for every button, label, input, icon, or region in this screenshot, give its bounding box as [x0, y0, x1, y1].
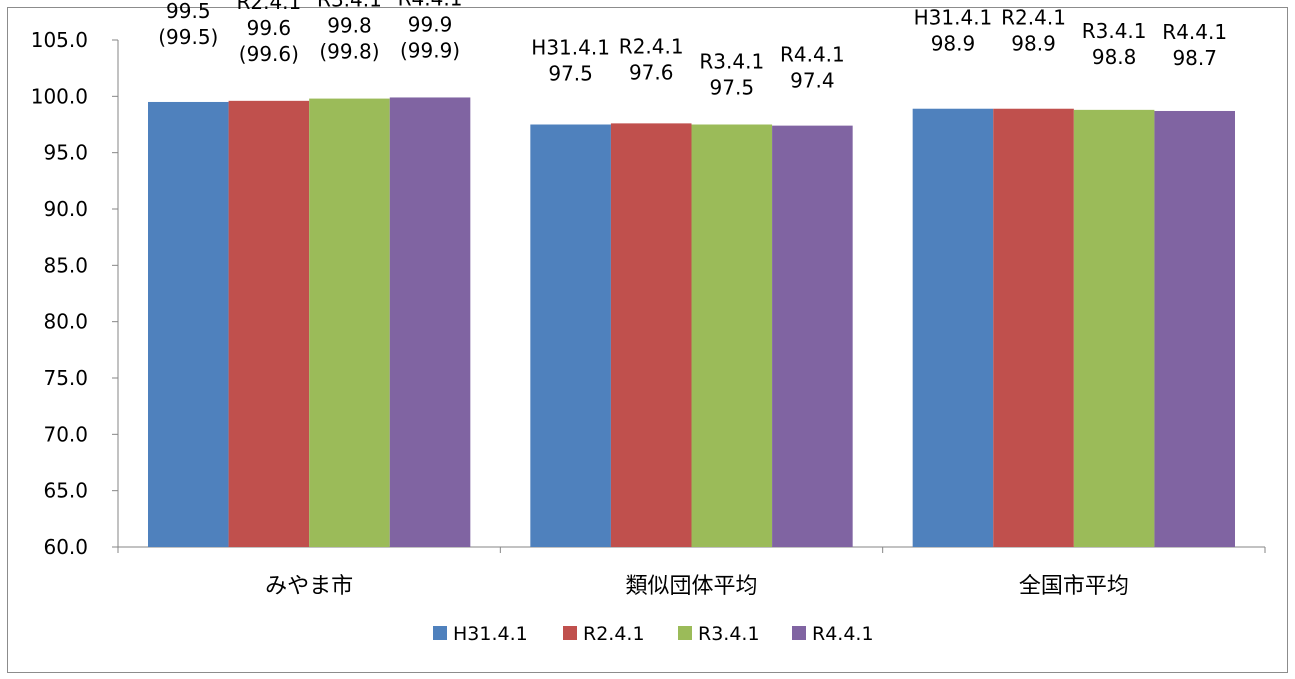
legend-label: R3.4.1 [698, 623, 760, 645]
data-label: R3.4.1 [699, 50, 764, 74]
data-label: 99.6 [247, 16, 292, 40]
data-label: (99.5) [158, 25, 218, 49]
y-tick-label: 80.0 [43, 310, 88, 334]
legend-label: R2.4.1 [583, 623, 645, 645]
y-tick-label: 100.0 [31, 84, 88, 108]
data-label: R2.4.1 [1001, 6, 1066, 30]
bar [993, 108, 1074, 547]
data-label: R4.4.1 [780, 43, 845, 67]
bar [772, 125, 853, 548]
data-label: (99.8) [319, 40, 379, 64]
bar [1073, 109, 1155, 547]
bar [530, 124, 611, 547]
bar [389, 97, 471, 548]
bar [228, 100, 310, 547]
x-category-label: 全国市平均 [1019, 574, 1129, 599]
legend-swatch [678, 626, 692, 640]
legend-swatch [433, 626, 447, 640]
data-label: 98.9 [1011, 32, 1056, 56]
y-tick-label: 85.0 [43, 253, 88, 277]
legend-swatch [563, 626, 577, 640]
data-label: H31.4.1 [914, 6, 993, 30]
legend-label: R4.4.1 [812, 623, 874, 645]
data-labels: H31.4.199.5(99.5)H31.4.197.5H31.4.198.9R… [158, 0, 1227, 100]
y-tick-label: 65.0 [43, 479, 88, 503]
data-label: 99.8 [327, 14, 372, 38]
y-tick-label: 60.0 [43, 535, 88, 559]
data-label: (99.6) [239, 42, 299, 66]
data-label: 98.7 [1172, 46, 1217, 70]
bar [912, 108, 994, 547]
y-tick-label: 90.0 [43, 197, 88, 221]
data-label: 98.8 [1092, 45, 1137, 69]
data-label: R2.4.1 [619, 34, 684, 58]
y-tick-label: 95.0 [43, 141, 88, 165]
data-label: R4.4.1 [398, 0, 463, 10]
bar [691, 124, 773, 547]
data-label: R2.4.1 [236, 0, 301, 14]
y-tick-label: 70.0 [43, 422, 88, 446]
bars [148, 97, 1235, 548]
bar [610, 123, 692, 547]
data-label: R3.4.1 [1082, 19, 1147, 43]
legend: H31.4.1 R2.4.1 R3.4.1 R4.4.1 [433, 623, 874, 645]
x-category-label: 類似団体平均 [625, 574, 757, 599]
data-label: H31.4.1 [531, 36, 610, 60]
data-label: 99.9 [408, 12, 453, 36]
data-label: R4.4.1 [1162, 20, 1227, 44]
data-label: 99.5 [166, 0, 211, 23]
data-label: 97.4 [790, 69, 835, 93]
y-tick-label: 105.0 [31, 28, 88, 52]
bar [309, 98, 390, 547]
bar [148, 101, 229, 547]
data-label: 97.5 [548, 62, 593, 86]
data-label: 98.9 [931, 32, 976, 56]
y-axis: 60.0 65.0 70.0 75.0 80.0 85.0 90.0 95.0 100.0 105… [31, 28, 119, 559]
x-category-label: みやま市 [265, 574, 353, 599]
y-tick-label: 75.0 [43, 366, 88, 390]
bar [1154, 110, 1235, 547]
data-label: (99.9) [400, 38, 460, 62]
legend-swatch [792, 626, 806, 640]
data-label: R3.4.1 [317, 0, 382, 12]
legend-label: H31.4.1 [453, 623, 528, 645]
data-label: 97.5 [710, 76, 755, 100]
data-label: 97.6 [629, 60, 674, 84]
